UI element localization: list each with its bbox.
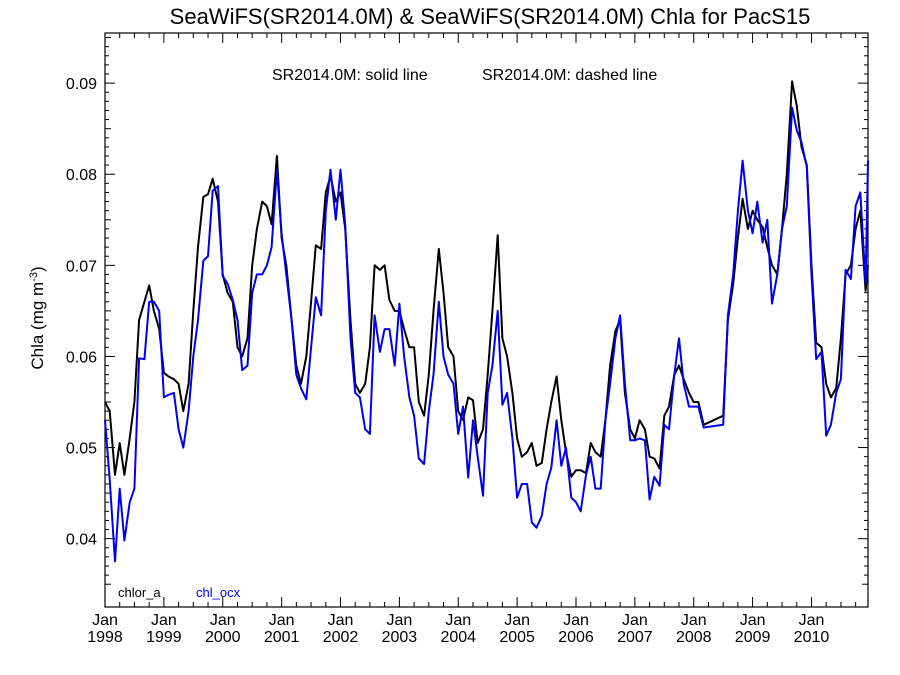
x-tick-year-label: 2004 [440, 629, 476, 646]
x-tick-year-label: 2000 [205, 629, 241, 646]
y-axis-label-end: ) [28, 266, 47, 272]
annotation-solid-line: SR2014.0M: solid line [272, 67, 428, 84]
legend-entry-chl-ocx: chl_ocx [196, 585, 241, 600]
y-axis-label-main: Chla (mg m [28, 282, 47, 370]
x-tick-month-label: Jan [151, 612, 177, 629]
annotation-dashed-line: SR2014.0M: dashed line [482, 67, 657, 84]
x-tick-month-label: Jan [622, 612, 648, 629]
x-tick-year-label: 2008 [676, 629, 712, 646]
x-tick-year-label: 1998 [87, 629, 123, 646]
x-tick-month-label: Jan [799, 612, 825, 629]
plot-frame [104, 32, 869, 608]
x-tick-year-label: 2010 [794, 629, 830, 646]
x-tick-year-label: 2007 [617, 629, 653, 646]
x-tick-year-label: 2003 [382, 629, 418, 646]
x-tick-month-label: Jan [386, 612, 412, 629]
x-tick-year-label: 2005 [499, 629, 535, 646]
x-tick-year-label: 1999 [146, 629, 182, 646]
x-tick-month-label: Jan [563, 612, 589, 629]
x-tick-month-label: Jan [328, 612, 354, 629]
series-layer [104, 80, 869, 563]
x-tick-year-label: 2009 [735, 629, 771, 646]
x-tick-month-label: Jan [681, 612, 707, 629]
series-line-chlor-a [104, 80, 869, 478]
x-tick-month-label: Jan [269, 612, 295, 629]
y-axis-label-superscript: -3 [28, 272, 40, 282]
x-tick-year-label: 2002 [323, 629, 359, 646]
x-tick-month-label: Jan [210, 612, 236, 629]
x-tick-month-label: Jan [740, 612, 766, 629]
x-tick-month-label: Jan [504, 612, 530, 629]
chart-title: SeaWiFS(SR2014.0M) & SeaWiFS(SR2014.0M) … [170, 4, 811, 29]
y-tick-label: 0.06 [66, 349, 97, 366]
legend: chlor_a chl_ocx [118, 585, 241, 600]
x-tick-year-label: 2006 [558, 629, 594, 646]
legend-entry-chlor-a: chlor_a [118, 585, 161, 600]
y-tick-label: 0.07 [66, 258, 97, 275]
x-tick-month-label: Jan [445, 612, 471, 629]
y-tick-label: 0.05 [66, 441, 97, 458]
series-line-chl-ocx [104, 106, 869, 563]
y-tick-label: 0.08 [66, 167, 97, 184]
x-tick-year-label: 2001 [264, 629, 300, 646]
plot-axes [104, 32, 869, 608]
y-tick-label: 0.09 [66, 76, 97, 93]
y-axis-label: Chla (mg m-3) [28, 266, 47, 369]
y-tick-label: 0.04 [66, 532, 97, 549]
axis-ticks: 0.040.050.060.070.080.09Jan1998Jan1999Ja… [66, 33, 868, 646]
x-tick-month-label: Jan [92, 612, 118, 629]
